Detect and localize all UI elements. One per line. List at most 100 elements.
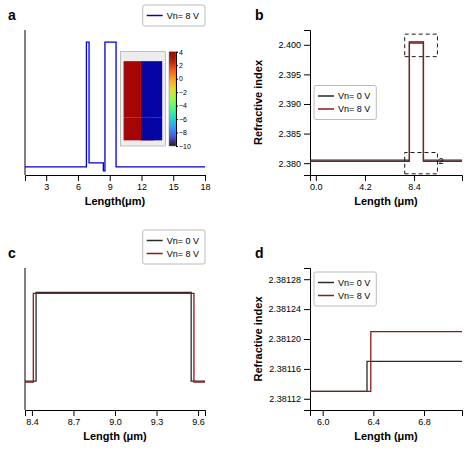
x-tick-mark: [110, 175, 111, 181]
plot-area: [25, 42, 205, 171]
plot-area: [310, 332, 462, 392]
legend-swatch: [147, 240, 163, 242]
x-axis-line: [311, 411, 463, 417]
legend-swatch: [318, 295, 334, 297]
x-tick-mark: [414, 175, 415, 181]
colorbar-axis-line: [177, 52, 179, 146]
legend-label: Vn= 0 V: [167, 236, 199, 246]
colorbar-axis: 420−2−4−6−8−10: [176, 48, 191, 149]
y-axis: 2.381122.381162.381202.381242.38128: [268, 269, 310, 411]
y-tick-mark: [304, 279, 310, 280]
x-tick: 6.0: [317, 410, 330, 427]
inset: 420−2−4−6−8−10: [120, 48, 191, 149]
x-tick: 6: [76, 175, 81, 192]
colorbar-tick: −2: [176, 89, 187, 96]
x-tick-label: 9.0: [109, 417, 122, 427]
x-tick-mark: [115, 410, 116, 416]
legend: Vn= 8 V: [143, 5, 205, 26]
x-tick-label: 0.0: [310, 182, 323, 192]
legend-label: Vn= 8 V: [338, 104, 370, 114]
panel-title: c: [8, 245, 16, 261]
x-axis-title: Length(μm): [85, 195, 146, 207]
panel: 6.06.46.82.381122.381162.381202.381242.3…: [252, 245, 463, 442]
legend-label: Vn= 8 V: [338, 291, 370, 301]
x-tick-label: 8.7: [68, 417, 81, 427]
legend-swatch: [147, 253, 163, 255]
x-axis: 0.0 4.2 8.4: [310, 175, 462, 192]
x-axis-title: Length (μm): [354, 430, 418, 442]
y-tick-label: 2.38116: [269, 364, 301, 374]
x-tick-mark: [173, 175, 174, 181]
y-tick-mark: [304, 399, 310, 400]
legend: Vn= 0 VVn= 8 V: [314, 86, 376, 120]
x-tick-mark: [32, 410, 33, 416]
legend-item: Vn= 0 V: [147, 236, 199, 246]
x-tick-mark: [365, 175, 366, 181]
x-axis-line: [26, 411, 206, 417]
x-tick-mark: [424, 410, 425, 416]
legend-item: Vn= 8 V: [147, 11, 199, 21]
y-tick: 2.380: [278, 159, 310, 169]
x-tick-label: 4.2: [359, 182, 372, 192]
plot-area: [310, 34, 462, 174]
y-tick-label: 2.38124: [268, 304, 301, 314]
x-tick-label: 6.4: [368, 417, 381, 427]
x-tick: 8.4: [408, 175, 421, 192]
y-axis-line: [304, 269, 311, 411]
panel: 369121518Length(μm)a420−2−4−6−8−10Vn= 8 …: [8, 5, 211, 207]
legend: Vn= 0 V Vn= 8 V: [143, 230, 205, 264]
inset-region: [141, 118, 162, 141]
colorbar-tick: −8: [176, 129, 187, 136]
x-tick-mark: [323, 410, 324, 416]
x-axis: 8.48.79.09.39.6: [26, 410, 206, 427]
y-tick: 2.395: [278, 70, 310, 80]
legend-item: Vn= 8 V: [318, 291, 370, 301]
y-tick-mark: [304, 134, 310, 135]
inset-image: [120, 52, 165, 146]
colorbar-tick-label: 4: [179, 48, 183, 55]
colorbar-tick: 2: [176, 62, 183, 69]
legend-label: Vn= 8 V: [167, 249, 199, 259]
colorbar-tick-label: −4: [179, 102, 187, 109]
colorbar-tick: −10: [176, 143, 191, 150]
x-tick-label: 6: [76, 182, 81, 192]
legend: Vn= 0 VVn= 8 V: [314, 272, 376, 306]
colorbar-tick-label: −8: [179, 129, 187, 136]
x-tick: 4.2: [359, 175, 372, 192]
legend-box: [314, 272, 376, 306]
x-tick: 12: [137, 175, 147, 192]
y-tick: 2.38116: [269, 364, 310, 374]
inset-region: [141, 61, 162, 118]
y-axis-title: Refractive index: [252, 296, 264, 382]
x-tick-label: 8.4: [408, 182, 421, 192]
annotation: 2: [439, 156, 444, 166]
colorbar-tick-mark: [176, 119, 178, 120]
y-tick-label: 2.395: [278, 70, 301, 80]
series-line: [310, 42, 462, 160]
colorbar-tick-mark: [176, 146, 178, 147]
legend-swatch: [318, 108, 334, 110]
y-tick-label: 2.385: [278, 129, 301, 139]
y-tick: 2.400: [278, 40, 310, 50]
y-axis-line: [25, 268, 26, 410]
y-axis-title: Refractive index: [252, 59, 264, 145]
x-tick: 9.0: [109, 410, 122, 427]
x-tick-label: 6.0: [317, 417, 330, 427]
panel-title: b: [255, 7, 264, 23]
legend-item: Vn= 8 V: [147, 249, 199, 259]
legend-label: Vn= 8 V: [167, 11, 199, 21]
x-tick-mark: [141, 175, 142, 181]
y-tick: 2.38120: [268, 334, 310, 344]
y-axis: 2.3802.3852.3902.3952.400: [278, 31, 310, 176]
colorbar-tick-label: 0: [179, 75, 183, 82]
colorbar-tick-mark: [176, 133, 178, 134]
colorbar-tick-mark: [176, 65, 178, 66]
x-tick-label: 18: [200, 182, 210, 192]
series-line: [25, 42, 205, 171]
legend-swatch: [318, 282, 334, 284]
y-tick: 2.385: [278, 129, 310, 139]
legend-item: Vn= 8 V: [318, 104, 370, 114]
y-tick: 2.38128: [268, 275, 310, 285]
series-line: [310, 361, 462, 391]
colorbar-tick-label: −10: [179, 143, 191, 150]
